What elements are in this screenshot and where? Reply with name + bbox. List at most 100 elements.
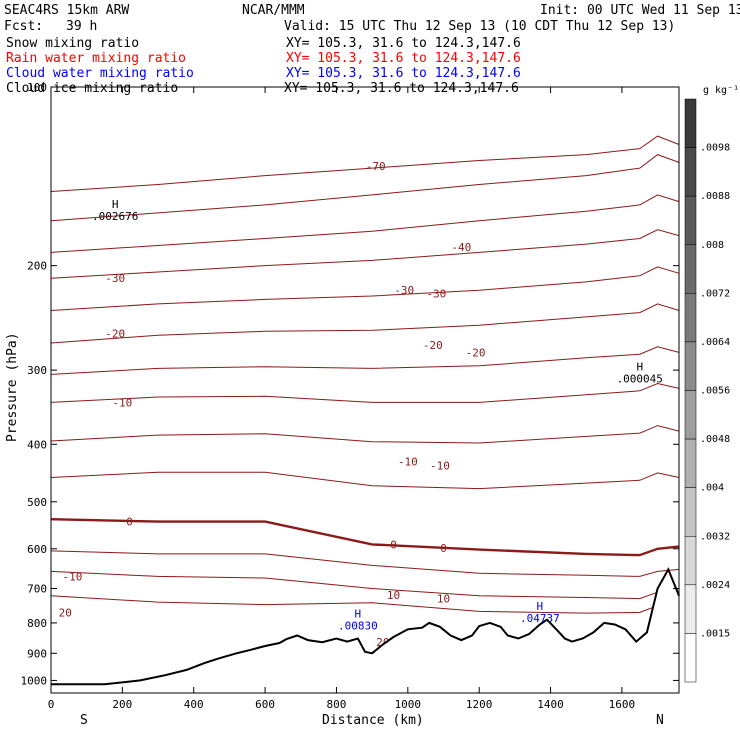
colorbar-unit: g kg⁻¹	[703, 85, 739, 96]
temperature-contour	[50, 303, 680, 344]
contour-label: 0	[440, 542, 447, 555]
temperature-contour	[50, 595, 680, 614]
colorbar-label: .0098	[700, 143, 730, 154]
contour-label: -10	[62, 570, 82, 583]
temperature-contour	[50, 471, 680, 490]
x-tick-label: 800	[327, 698, 347, 711]
y-tick-label: 600	[27, 543, 47, 556]
valid-time: Valid: 15 UTC Thu 12 Sep 13 (10 CDT Thu …	[284, 19, 675, 34]
field-cloudice-name: Cloud ice mixing ratio	[6, 81, 178, 96]
colorbar-label: .0048	[700, 434, 730, 445]
colorbar-swatch	[684, 390, 697, 440]
field-snow-xy: XY= 105.3, 31.6 to 124.3,147.6	[286, 36, 521, 51]
y-tick-label: 300	[27, 364, 47, 377]
y-tick-label: 200	[27, 260, 47, 273]
y-tick-label: 800	[27, 617, 47, 630]
colorbar-swatch	[684, 341, 697, 391]
endpoint-right: N	[656, 713, 664, 728]
contour-label: 0	[390, 538, 397, 551]
temperature-contour	[50, 266, 680, 311]
colorbar-swatch	[684, 536, 697, 586]
contour-label: -40	[451, 241, 471, 254]
field-rain-xy: XY= 105.3, 31.6 to 124.3,147.6	[286, 51, 521, 66]
y-axis-title: Pressure (hPa)	[5, 332, 20, 442]
field-cloudwater-xy: XY= 105.3, 31.6 to 124.3,147.6	[286, 66, 521, 81]
temperature-contour	[50, 135, 680, 192]
temperature-contour	[50, 425, 680, 444]
temperature-contour	[50, 346, 680, 375]
temperature-contour	[50, 229, 680, 279]
contour-label: -10	[430, 459, 450, 472]
colorbar-label: .0072	[700, 288, 730, 299]
colorbar-label: .0064	[700, 337, 730, 348]
colorbar-swatch	[684, 98, 697, 148]
contour-label: -30	[426, 288, 446, 301]
x-tick-label: 400	[184, 698, 204, 711]
fcst-value: 39 h	[66, 19, 97, 34]
x-axis-title: Distance (km)	[322, 713, 424, 728]
maximum-marker: H	[355, 607, 362, 620]
init-time: Init: 00 UTC Wed 11 Sep 13	[540, 3, 740, 18]
contour-label: 10	[437, 593, 450, 606]
temperature-contour	[50, 518, 680, 557]
maximum-marker: H	[636, 361, 643, 374]
colorbar-swatch	[684, 584, 697, 634]
y-tick-label: 700	[27, 583, 47, 596]
x-tick-label: 200	[112, 698, 132, 711]
x-tick-label: 1200	[466, 698, 493, 711]
maximum-marker: H	[112, 198, 119, 211]
temperature-contour	[50, 194, 680, 253]
contour-label: 0	[126, 516, 133, 529]
maximum-value: .04737	[520, 612, 560, 625]
contour-label: -20	[466, 346, 486, 359]
field-snow-name: Snow mixing ratio	[6, 36, 139, 51]
colorbar-swatch	[684, 633, 697, 683]
endpoint-left: S	[80, 713, 88, 728]
colorbar-swatch	[684, 438, 697, 488]
plot-area: -70 -40 -30 -30 -30 -20 -20 -20 -10 -10 -10 0 0 0 -10 1…	[21, 81, 680, 711]
plot-frame	[50, 86, 680, 694]
x-tick-label: 600	[255, 698, 275, 711]
y-tick-label: 100	[27, 81, 47, 94]
colorbar-label: .0015	[700, 628, 730, 639]
x-tick-label: 1600	[609, 698, 636, 711]
contour-label: -20	[105, 327, 125, 340]
colorbar-swatch	[684, 293, 697, 343]
fcst-label: Fcst:	[4, 19, 43, 34]
temperature-contour	[50, 382, 680, 403]
x-tick-label: 0	[48, 698, 55, 711]
y-tick-label: 900	[27, 647, 47, 660]
x-tick-label: 1400	[537, 698, 564, 711]
y-tick-label: 500	[27, 496, 47, 509]
colorbar-label: .0032	[700, 531, 730, 542]
contour-label: 10	[387, 589, 400, 602]
x-tick-label: 1000	[395, 698, 422, 711]
contour-label: -10	[112, 396, 132, 409]
model-title: SEAC4RS 15km ARW	[4, 3, 129, 18]
colorbar-swatch	[684, 195, 697, 246]
org-title: NCAR/MMM	[242, 3, 305, 18]
maximum-marker: H	[537, 600, 544, 613]
contour-label: -70	[366, 160, 386, 173]
colorbar: .0098 .0088 .008 .0072 .0064 .0056 .0048 .004 .0…	[684, 98, 730, 683]
colorbar-label: .008	[700, 240, 724, 251]
maximum-value: .002676	[92, 210, 138, 223]
terrain-line	[51, 567, 680, 686]
contour-label: -20	[423, 339, 443, 352]
colorbar-swatch	[684, 147, 697, 197]
contour-label: -30	[105, 272, 125, 285]
colorbar-label: .004	[700, 483, 724, 494]
colorbar-label: .0088	[700, 191, 730, 202]
temperature-contour	[50, 154, 680, 222]
y-tick-label: 1000	[21, 674, 48, 687]
field-rain-name: Rain water mixing ratio	[6, 51, 186, 66]
temperature-contour	[50, 570, 680, 600]
colorbar-swatch	[684, 244, 697, 294]
contour-label: -30	[394, 284, 414, 297]
contour-label: -10	[398, 456, 418, 469]
maximum-value: .00830	[338, 619, 378, 632]
colorbar-swatch	[684, 487, 697, 537]
colorbar-label: .0056	[700, 386, 730, 397]
field-cloudwater-name: Cloud water mixing ratio	[6, 66, 194, 81]
